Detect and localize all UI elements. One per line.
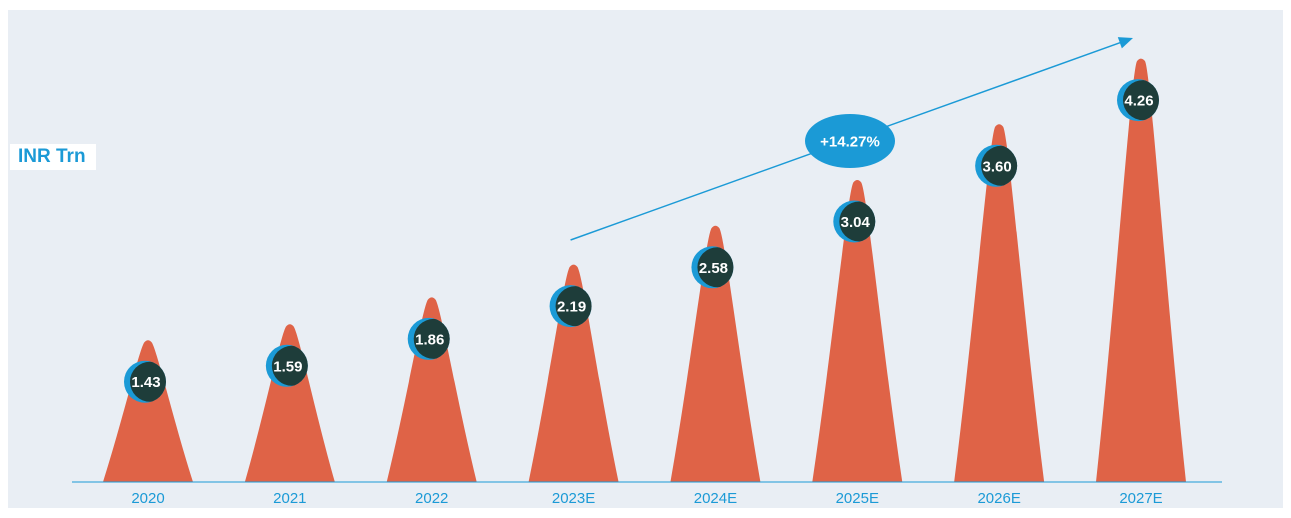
value-marker: 2.58 [691,246,734,289]
x-tick-label: 2022 [415,490,448,507]
value-marker: 1.59 [265,344,308,387]
marker-inner-circle [271,345,308,386]
x-tick-label: 2021 [273,490,306,507]
cagr-label: +14.27% [820,134,880,151]
bar-2026E [954,124,1045,483]
value-label: 2.19 [557,299,586,316]
bar-2022 [386,297,477,482]
value-label: 2.58 [699,260,728,277]
bar-2027E [1096,58,1186,482]
bars-layer [103,58,1186,483]
marker-inner-circle [1123,80,1159,121]
value-marker: 4.26 [1117,79,1159,122]
marker-inner-circle [413,318,450,359]
bar-2021 [244,324,335,482]
x-tick-label: 2020 [131,490,164,507]
cagr-bubble [805,114,895,168]
marker-inner-circle [839,201,876,242]
marker-inner-circle [130,361,166,402]
bar-2023E [528,264,619,482]
unit-label: INR Trn [10,144,96,170]
value-label: 1.86 [415,331,444,348]
chart-panel [8,10,1283,508]
x-tick-label: 2025E [836,490,879,507]
value-label: 3.04 [841,214,871,231]
value-marker: 2.19 [549,285,592,328]
x-tick-label: 2026E [977,490,1020,507]
bar-2020 [103,340,193,482]
x-tick-labels: 2020 2021 2022 2023E 2024E 2025E 2026E 2027E [131,490,1162,507]
bar-2025E [812,180,903,482]
value-label: 4.26 [1124,93,1153,110]
value-marker: 1.86 [407,317,450,360]
trend-annotation: +14.27% [570,37,1133,241]
bar-2024E [670,225,761,483]
x-tick-label: 2024E [694,490,737,507]
marker-inner-circle [697,247,734,288]
value-marker: 3.60 [975,144,1018,187]
x-tick-label: 2023E [552,490,595,507]
value-label: 1.43 [131,374,160,391]
value-markers: 1.43 1.59 1.86 2.19 2.58 3.04 3.60 4.26 [124,79,1159,403]
value-label: 3.60 [983,158,1012,175]
x-tick-label: 2027E [1119,490,1162,507]
value-marker: 1.43 [124,360,166,403]
marker-inner-circle [555,286,592,327]
value-label: 1.59 [273,358,302,375]
marker-inner-circle [981,145,1018,186]
value-marker: 3.04 [833,200,876,243]
trend-arrow-head [1117,37,1133,49]
